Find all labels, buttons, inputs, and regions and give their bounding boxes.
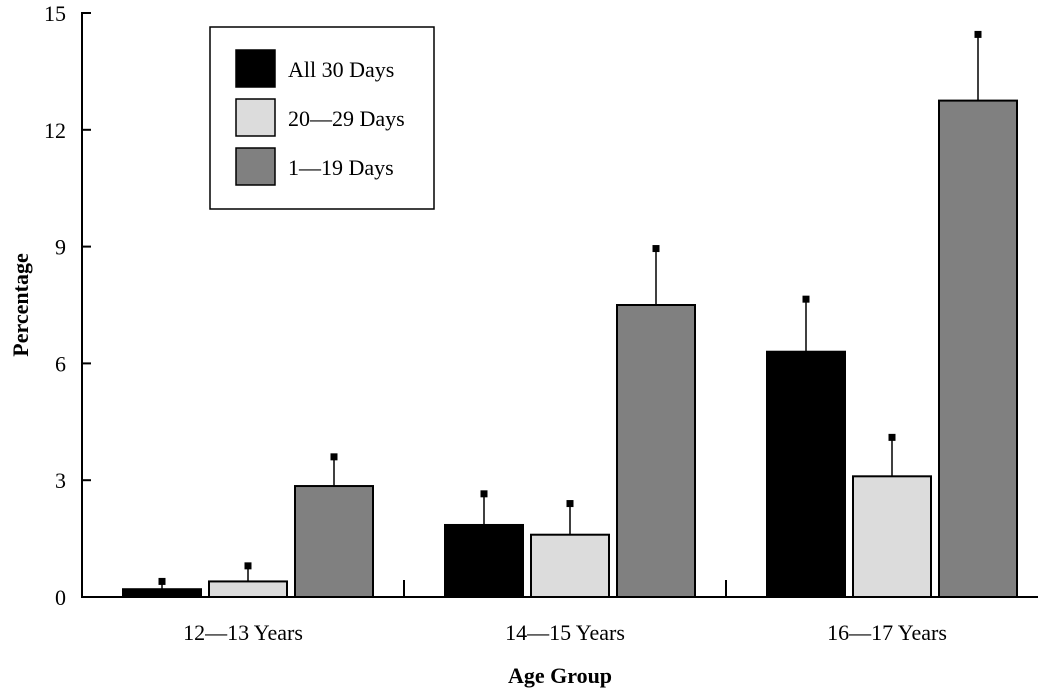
error-bar-cap (480, 490, 488, 498)
x-tick-label: 14—15 Years (505, 620, 625, 645)
y-tick-label: 12 (44, 118, 66, 143)
bar (122, 588, 202, 598)
bar (938, 99, 1018, 598)
legend-swatch (235, 147, 276, 186)
error-bar-cap (330, 453, 338, 461)
legend-swatch (235, 49, 276, 88)
y-tick-label: 0 (55, 585, 66, 610)
x-tick-label: 12—13 Years (183, 620, 303, 645)
legend-label: 20—29 Days (288, 106, 405, 131)
error-bar-cap (974, 30, 982, 38)
bar (852, 475, 932, 599)
x-tick-label: 16—17 Years (827, 620, 947, 645)
y-tick-label: 6 (55, 351, 66, 376)
legend-swatch (235, 98, 276, 137)
category-labels: 12—13 Years 14—15 Years 16—17 Years (183, 620, 947, 645)
error-bar-cap (888, 433, 896, 441)
y-ticks: 0 3 6 9 12 15 (44, 1, 91, 610)
bar (444, 523, 524, 598)
error-bar-cap (158, 577, 166, 585)
x-ticks (403, 580, 727, 597)
bar (616, 304, 696, 598)
y-axis-title: Percentage (8, 253, 33, 357)
bar (530, 533, 610, 598)
bar (766, 350, 846, 598)
bar (208, 580, 288, 599)
legend-label: 1—19 Days (288, 155, 394, 180)
y-tick-label: 3 (55, 468, 66, 493)
error-bars (158, 30, 982, 590)
error-bar-cap (652, 245, 660, 253)
y-tick-label: 15 (44, 1, 66, 26)
error-bar-cap (802, 295, 810, 303)
error-bar-cap (566, 500, 574, 508)
x-axis-title: Age Group (508, 663, 612, 688)
legend-label: All 30 Days (288, 57, 394, 82)
bar (294, 485, 374, 599)
legend: All 30 Days 20—29 Days 1—19 Days (209, 26, 435, 210)
y-tick-label: 9 (55, 235, 66, 260)
error-bar-cap (244, 562, 252, 570)
